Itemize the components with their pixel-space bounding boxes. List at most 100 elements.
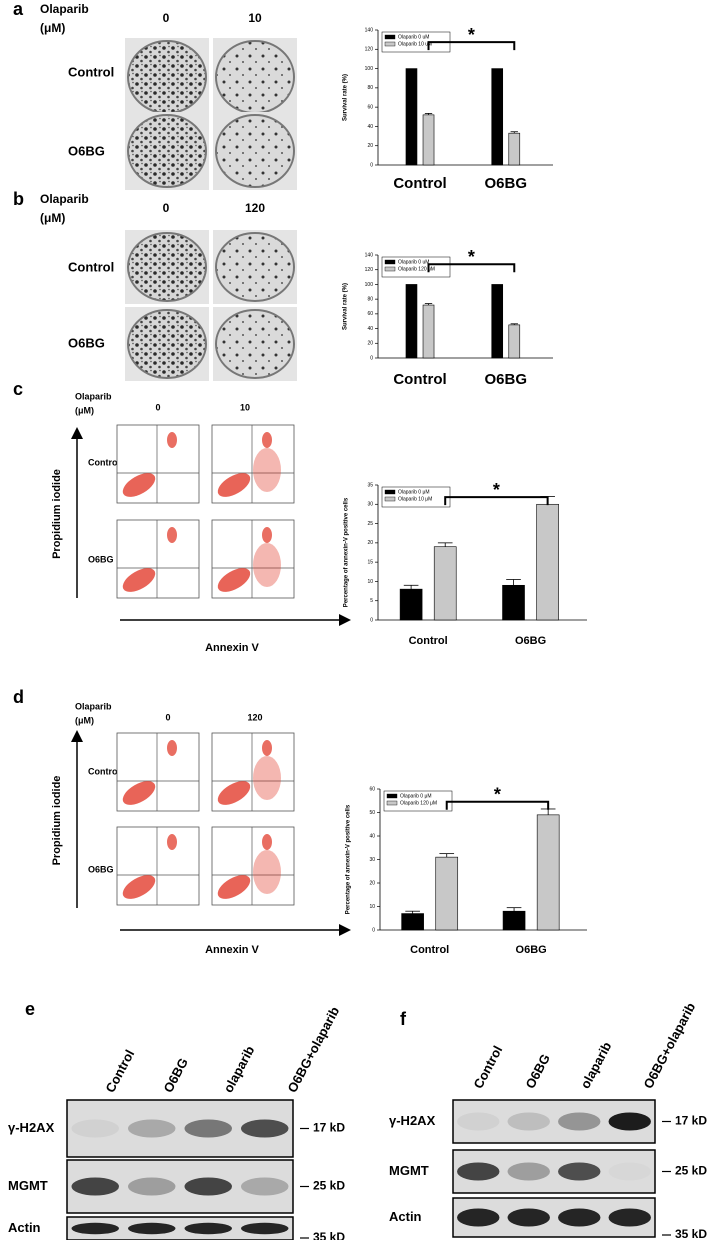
y-tick-label: 10	[369, 904, 375, 910]
row-label: Control	[88, 457, 120, 467]
size-marker: 25 kD	[675, 1164, 707, 1178]
bar	[491, 68, 504, 166]
protein-band	[558, 1112, 601, 1131]
lane-label: Control	[470, 1043, 505, 1091]
culture-dish	[215, 309, 295, 379]
y-tick-label: 0	[372, 927, 375, 933]
protein-band	[184, 1119, 232, 1138]
significance-bracket	[427, 263, 516, 273]
protein-band	[184, 1222, 232, 1235]
cell-cluster	[167, 432, 177, 448]
axis-title: Annexin V	[205, 642, 259, 654]
significance-mark: *	[468, 25, 475, 45]
unit-label: (μM)	[40, 211, 65, 225]
protein-band	[71, 1222, 119, 1235]
bar	[536, 814, 560, 931]
cell-cluster	[122, 781, 156, 805]
cell-cluster	[262, 740, 272, 756]
legend-swatch	[386, 800, 398, 806]
cell-cluster	[217, 568, 251, 592]
protein-band	[241, 1222, 289, 1235]
x-tick-label: Control	[410, 944, 449, 956]
lane-label: O6BG+olaparib	[284, 1004, 342, 1095]
lane-label: Control	[102, 1047, 137, 1095]
protein-label: MGMT	[389, 1163, 429, 1178]
bar	[435, 856, 459, 931]
blot-strip	[66, 1159, 294, 1214]
y-tick-label: 140	[365, 252, 374, 258]
lane-label: olaparib	[577, 1039, 614, 1091]
y-tick-label: 20	[369, 880, 375, 886]
protein-band	[241, 1119, 289, 1138]
bar	[491, 284, 504, 359]
bar	[433, 546, 457, 621]
error-bar	[510, 131, 518, 134]
treatment-label: Olaparib	[75, 391, 112, 401]
protein-label: MGMT	[8, 1178, 48, 1193]
cell-cluster	[217, 473, 251, 497]
error-bar	[506, 579, 521, 586]
row-label: Control	[88, 766, 120, 776]
y-tick-label: 0	[370, 355, 373, 361]
y-tick-label: 60	[369, 786, 375, 792]
culture-dish	[215, 232, 295, 302]
blot-strip	[66, 1216, 294, 1240]
legend-label: Olaparib 120 μM	[400, 801, 437, 807]
treatment-label: Olaparib	[40, 192, 89, 206]
y-tick-label: 80	[367, 85, 373, 91]
protein-band	[608, 1208, 651, 1227]
protein-label: Actin	[389, 1209, 422, 1224]
protein-band	[128, 1177, 176, 1196]
protein-band	[128, 1119, 176, 1138]
legend-label: Olaparib 0 μM	[398, 490, 430, 496]
panel-letter: f	[400, 1009, 407, 1029]
size-marker: 35 kD	[675, 1227, 707, 1240]
error-bar	[506, 907, 522, 912]
y-axis-title: Survival rate (%)	[343, 74, 349, 121]
cell-cluster	[253, 448, 281, 492]
legend-label: Olaparib 0 μM	[400, 794, 432, 800]
protein-band	[507, 1112, 550, 1131]
protein-label: γ-H2AX	[389, 1113, 436, 1128]
lane-label: olaparib	[220, 1043, 257, 1095]
protein-label: Actin	[8, 1220, 41, 1235]
bar	[422, 114, 435, 166]
bar	[536, 503, 559, 621]
protein-band	[457, 1208, 500, 1227]
panel-letter: a	[13, 0, 24, 19]
legend-label: Olaparib 10 uM	[398, 42, 432, 48]
x-tick-label: Control	[393, 371, 446, 388]
protein-band	[558, 1208, 601, 1227]
cell-cluster	[122, 473, 156, 497]
y-tick-label: 80	[367, 296, 373, 302]
cell-cluster	[167, 740, 177, 756]
legend-swatch	[384, 266, 396, 272]
significance-mark: *	[493, 480, 500, 500]
y-axis-title: Percentage of annexin-V positive cells	[344, 497, 350, 607]
row-label: O6BG	[88, 554, 114, 564]
cell-cluster	[217, 875, 251, 899]
y-tick-label: 40	[367, 326, 373, 332]
unit-label: (μM)	[75, 715, 94, 725]
cell-cluster	[122, 875, 156, 899]
bar	[502, 584, 525, 621]
y-tick-label: 120	[365, 47, 374, 53]
error-bar	[439, 853, 455, 858]
bar	[502, 910, 526, 931]
cell-cluster	[167, 527, 177, 543]
y-tick-label: 100	[365, 66, 374, 72]
y-axis-title: Percentage of annexin-V positive cells	[346, 804, 352, 914]
legend-swatch	[384, 259, 396, 265]
row-label: O6BG	[68, 335, 105, 350]
x-tick-label: Control	[409, 635, 448, 647]
protein-band	[184, 1177, 232, 1196]
y-tick-label: 40	[367, 124, 373, 130]
row-label: O6BG	[68, 143, 105, 158]
y-tick-label: 60	[367, 104, 373, 110]
dose-label: 0	[155, 402, 160, 412]
axis-title: Propidium iodide	[51, 469, 63, 559]
protein-band	[457, 1162, 500, 1181]
unit-label: (μM)	[40, 21, 65, 35]
legend-label: Olaparib 120 uM	[398, 267, 435, 273]
protein-band	[128, 1222, 176, 1235]
